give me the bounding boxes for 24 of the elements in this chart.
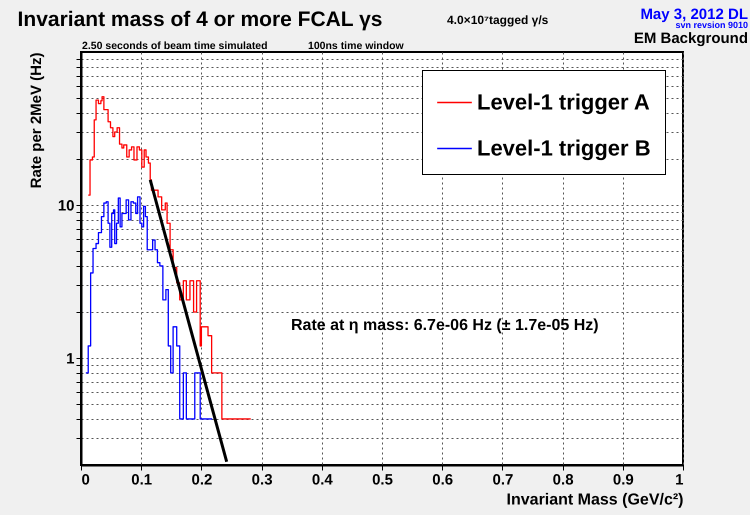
legend-label: Level-1 trigger B xyxy=(477,136,651,160)
annotation: Rate at η mass: 6.7e-06 Hz (± 1.7e-05 Hz) xyxy=(291,317,599,334)
x-tick-label: 0.5 xyxy=(372,472,393,488)
x-tick-label: 0.4 xyxy=(312,472,334,488)
x-tick-label: 0.7 xyxy=(492,472,514,488)
x-tick-label: 0.6 xyxy=(432,472,454,488)
x-tick-label: 0.9 xyxy=(612,472,634,488)
text: svn revsion 9010 xyxy=(675,20,748,30)
text: May 3, 2012 DL xyxy=(640,6,748,23)
y-tick-label: 10 xyxy=(58,198,74,215)
x-axis-title: Invariant Mass (GeV/c²) xyxy=(506,492,684,508)
text: 4.0×10⁷tagged γ/s xyxy=(447,13,549,27)
text: 2.50 seconds of beam time simulated xyxy=(82,40,268,52)
x-tick-label: 0.8 xyxy=(552,472,574,488)
text: EM Background xyxy=(634,30,748,47)
legend-label: Level-1 trigger A xyxy=(477,90,650,114)
x-tick-label: 0.2 xyxy=(191,472,212,488)
y-axis-title: Rate per 2MeV (Hz) xyxy=(28,52,45,188)
x-tick-label: 0.3 xyxy=(252,472,273,488)
chart-title: Invariant mass of 4 or more FCAL γs xyxy=(18,8,382,31)
x-tick-label: 0 xyxy=(82,472,90,488)
x-tick-label: 1 xyxy=(675,472,684,488)
text: 100ns time window xyxy=(308,40,405,52)
x-tick-label: 0.1 xyxy=(131,472,152,488)
